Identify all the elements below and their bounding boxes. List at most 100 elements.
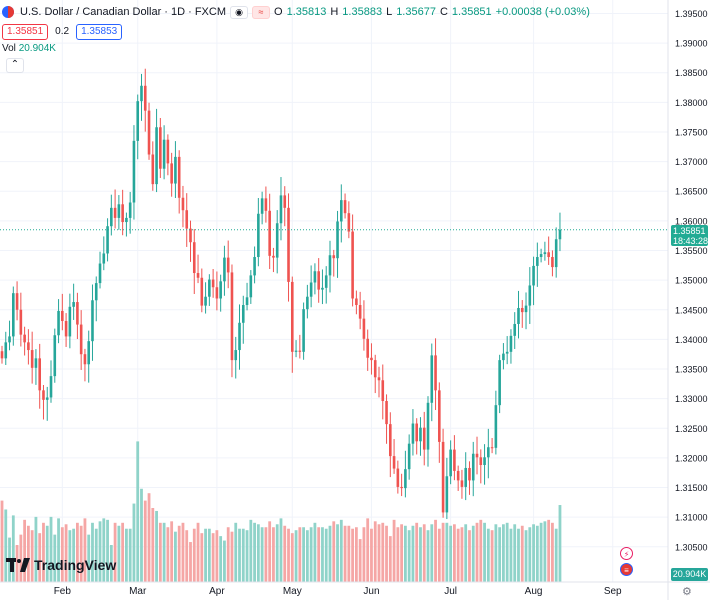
candle-body — [422, 427, 426, 450]
candle-body — [132, 140, 136, 203]
volume-bar — [155, 510, 158, 582]
eye-icon[interactable]: ◉ — [230, 5, 249, 19]
candle-body — [453, 449, 456, 471]
candle-body — [456, 470, 460, 481]
volume-bar — [26, 525, 30, 582]
candle-body — [517, 307, 520, 324]
candle-body — [8, 336, 11, 343]
candle-body — [358, 305, 362, 319]
volume-bar — [532, 524, 535, 582]
volume-bar — [358, 539, 362, 582]
lightning-icon[interactable]: ⚡ — [620, 547, 633, 560]
volume-bar — [321, 527, 324, 582]
usd-cad-flag-icon — [2, 6, 14, 18]
time-tick-label: Mar — [129, 586, 147, 597]
candle-body — [257, 213, 260, 258]
volume-bar — [215, 530, 219, 582]
candle-body — [290, 281, 294, 352]
volume-bar — [453, 524, 456, 582]
tradingview-logo[interactable]: TradingView — [6, 557, 116, 573]
candle-body — [340, 200, 343, 222]
candle-body — [151, 154, 155, 185]
volume-bar — [411, 525, 415, 582]
legend: U.S. Dollar / Canadian Dollar · 1D · FXC… — [2, 4, 590, 56]
candle-body — [438, 390, 441, 442]
candle-body — [4, 342, 8, 359]
candle-body — [159, 127, 162, 169]
candle-body — [136, 101, 140, 141]
symbol-title[interactable]: U.S. Dollar / Canadian Dollar · 1D · FXC… — [20, 6, 227, 18]
volume-bar — [298, 527, 302, 582]
volume-bar — [223, 540, 226, 582]
volume-bar — [456, 528, 460, 582]
time-axis[interactable]: Feb Mar Apr May Jun Jul Aug Sep — [0, 581, 710, 597]
tradingview-logo-icon — [6, 558, 30, 572]
volume-bar — [468, 530, 471, 582]
close-label: C — [439, 6, 448, 18]
candle-body — [177, 156, 181, 198]
volume-bar — [260, 527, 264, 582]
volume-bar — [426, 530, 430, 582]
volume-bar — [317, 527, 321, 582]
volume-bar — [132, 503, 136, 582]
volume-label: Vol — [2, 43, 16, 54]
candle-body — [494, 405, 498, 448]
volume-bar — [437, 528, 441, 582]
volume-bar — [87, 534, 91, 582]
close-value: 1.35851 — [451, 6, 492, 18]
candle-body — [0, 351, 4, 359]
candle-body — [287, 207, 290, 282]
candle-body — [181, 197, 185, 211]
sell-button[interactable]: 1.35851 — [2, 24, 49, 40]
volume-bar — [520, 525, 524, 582]
candle-body — [268, 210, 271, 256]
candle-body — [238, 322, 241, 351]
volume-bar — [509, 528, 513, 582]
volume-bar — [347, 525, 351, 582]
price-axis[interactable]: 1.39500 1.39000 1.38500 1.38000 1.37500 1.370… — [667, 0, 708, 600]
candle-body — [362, 318, 366, 339]
volume-bar — [72, 528, 76, 582]
candles — [0, 68, 562, 520]
candle-body — [505, 351, 509, 354]
candle-body — [483, 457, 486, 466]
candle-body — [45, 397, 49, 400]
gear-icon[interactable]: ⚙ — [682, 586, 692, 598]
volume-bar — [42, 522, 45, 582]
buy-button[interactable]: 1.35853 — [76, 24, 123, 40]
spread-value: 0.2 — [55, 26, 70, 37]
candle-body — [143, 85, 147, 111]
candle-body — [275, 223, 279, 258]
candle-body — [245, 297, 249, 306]
candle-body — [415, 423, 418, 442]
volume-bar — [445, 522, 449, 582]
price-tick-label: 1.37000 — [675, 157, 708, 167]
volume-bar — [524, 530, 528, 582]
time-tick-label: Jul — [444, 586, 457, 597]
time-tick-label: Aug — [525, 586, 543, 597]
candle-body — [347, 213, 351, 232]
candle-body — [234, 350, 238, 361]
volume-bar — [392, 519, 396, 582]
volume-bar — [241, 528, 245, 582]
candle-body — [57, 310, 60, 336]
volume-bar — [294, 530, 298, 582]
collapse-legend-button[interactable]: ⌃ — [6, 58, 24, 73]
candle-body — [536, 257, 539, 266]
candle-body — [343, 200, 347, 214]
candle-body — [260, 198, 264, 214]
volume-bar — [109, 545, 113, 582]
volume-bar — [102, 518, 106, 582]
candle-body — [128, 202, 132, 218]
candle-body — [140, 85, 143, 102]
candle-body — [189, 228, 192, 243]
candle-body — [98, 263, 102, 284]
flag-event-icon[interactable]: ≡ — [620, 563, 633, 576]
volume-bar — [351, 528, 355, 582]
volume-bar — [475, 522, 479, 582]
wave-icon[interactable]: ≈ — [252, 5, 271, 19]
volume-bar — [136, 441, 140, 582]
candle-body — [430, 355, 434, 403]
